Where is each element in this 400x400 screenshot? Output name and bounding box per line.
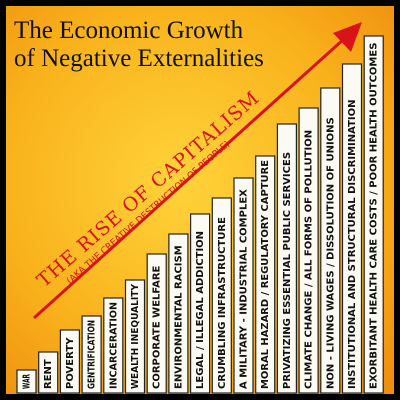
bar-label: CLIMATE CHANGE / ALL FORMS OF POLLUTION	[304, 130, 315, 389]
bar-label: PRIVATIZING ESSENTIAL PUBLIC SERVICES	[282, 152, 293, 389]
bar-label: WEALTH INEQUALITY	[130, 283, 141, 389]
bar	[190, 213, 211, 394]
bar	[233, 177, 254, 394]
bars: WAR RENT POVERTY GENTRIFICATION INCARCERATIO…	[16, 35, 384, 394]
bar	[320, 87, 341, 394]
bar	[124, 279, 146, 394]
bar	[146, 253, 167, 394]
bar	[211, 197, 232, 394]
bar-label: WAR	[22, 374, 33, 389]
bar	[168, 233, 189, 394]
bar-label: INCARCERATION	[108, 302, 119, 389]
title-line: of Negative Externalities	[14, 45, 264, 72]
bar	[59, 329, 81, 394]
bar	[81, 315, 102, 394]
bar-label: NON - LIVING WAGES / DISSOLUTION OF UNIO…	[325, 117, 336, 389]
bar-label: MORAL HAZARD / REGULATORY CAPTURE	[260, 160, 271, 389]
arrow	[32, 22, 362, 320]
arrow-shaft	[32, 36, 347, 320]
title-line: The Economic Growth	[14, 17, 244, 44]
bar	[341, 63, 363, 394]
bar-label: CORPORATE WELFARE	[152, 265, 163, 389]
bar-label: INSTITUTIONAL AND STRUCTURAL DISCRIMINAT…	[347, 100, 358, 390]
bar	[298, 107, 319, 394]
bar-label: GENTRIFICATION	[87, 320, 98, 389]
bar-label: ENVIRONMENTAL RACISM	[173, 245, 184, 389]
bar-label: A MILITARY - INDUSTRIAL COMPLEX	[239, 189, 250, 389]
bar	[16, 369, 37, 394]
arrow-head	[333, 22, 362, 52]
bar-label: LEGAL / ILLEGAL ADDICTION	[195, 231, 206, 389]
bar	[276, 123, 297, 394]
bar-label: RENT	[43, 359, 54, 389]
bar	[363, 35, 384, 394]
bar	[255, 155, 276, 394]
bar-label: POVERTY	[65, 337, 76, 389]
bar-label: CRUMBLING INFRASTRUCTURE	[217, 217, 228, 389]
bar	[38, 351, 59, 394]
bar	[103, 297, 124, 394]
bar-label: EXORBITANT HEALTH CARE COSTS / POOR HEAL…	[369, 43, 380, 389]
